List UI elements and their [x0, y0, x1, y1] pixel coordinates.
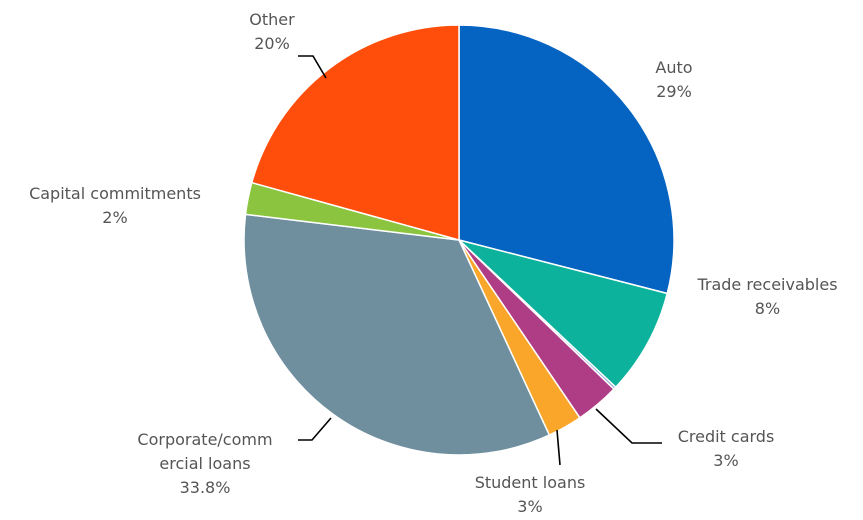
label-trade-receivables-pct: 8%: [754, 299, 781, 318]
leader-line-student-loans: [556, 429, 561, 466]
label-credit-cards-name: Credit cards: [677, 427, 775, 446]
pie-slice-corporate-comm-ercial-loans-5: [243, 213, 551, 456]
label-auto-name: Auto: [655, 58, 693, 77]
leader-line-credit-cards: [595, 408, 662, 444]
pie-slices: [243, 24, 675, 456]
label-auto-pct: 29%: [656, 82, 692, 101]
pie-slice-trade-receivables-1: [458, 239, 669, 389]
label-corporate-pct: 33.8%: [179, 478, 231, 497]
label-corporate-commercial-loans: Corporate/comm ercial loans 33.8%: [110, 428, 300, 500]
label-credit-cards-pct: 3%: [713, 451, 739, 470]
label-other: Other 20%: [238, 8, 306, 56]
label-student-loans-name: Student loans: [474, 473, 586, 492]
label-student-loans-pct: 3%: [517, 497, 543, 516]
leader-line-other: [298, 55, 327, 79]
label-credit-cards: Credit cards 3%: [666, 425, 786, 473]
pie-slice-other-7: [250, 24, 460, 241]
leader-lines: [298, 55, 662, 466]
label-capital-commitments: Capital commitments 2%: [10, 182, 220, 230]
label-auto: Auto 29%: [644, 56, 704, 104]
label-corporate-line2: ercial loans: [159, 454, 251, 473]
pie-slice-auto-0: [458, 24, 675, 295]
leader-line-corporate: [298, 417, 332, 441]
label-capital-commitments-pct: 2%: [102, 208, 128, 227]
label-other-name: Other: [249, 10, 295, 29]
label-other-pct: 20%: [254, 34, 290, 53]
label-trade-receivables-name: Trade receivables: [697, 275, 838, 294]
label-trade-receivables: Trade receivables 8%: [685, 273, 850, 321]
label-capital-commitments-name: Capital commitments: [29, 184, 201, 203]
label-student-loans: Student loans 3%: [460, 471, 600, 519]
label-corporate-line1: Corporate/comm: [137, 430, 273, 449]
